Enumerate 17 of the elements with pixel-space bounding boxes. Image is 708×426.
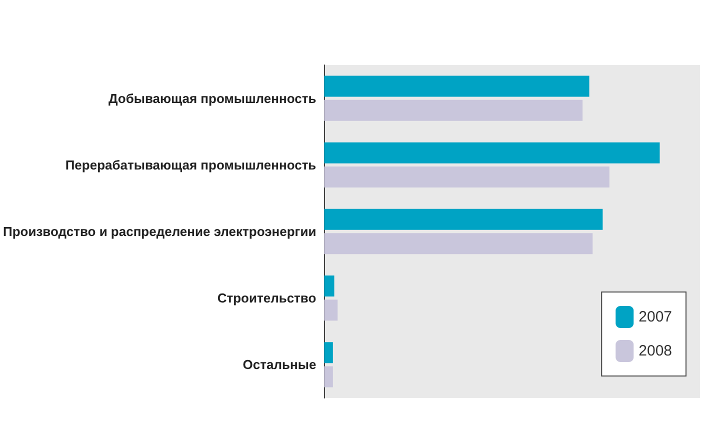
y-tick-label: Строительство bbox=[217, 290, 316, 306]
legend-label: 2008 bbox=[638, 342, 672, 360]
bar bbox=[324, 208, 603, 230]
y-tick-label: Остальные bbox=[242, 357, 316, 372]
legend-label: 2007 bbox=[638, 308, 672, 326]
y-tick-label: Добывающая промышленность bbox=[108, 90, 316, 106]
bar bbox=[324, 366, 333, 388]
y-tick-label: Производство и распределение электроэнергии bbox=[3, 224, 316, 239]
bar bbox=[324, 76, 590, 97]
bar bbox=[324, 276, 334, 297]
y-tick-label: Перерабатывающая промышленность bbox=[65, 157, 316, 172]
bar bbox=[324, 233, 593, 254]
bar bbox=[324, 166, 610, 188]
bar bbox=[324, 300, 338, 321]
bar bbox=[324, 342, 333, 364]
bar bbox=[324, 142, 660, 164]
bar bbox=[324, 100, 583, 121]
